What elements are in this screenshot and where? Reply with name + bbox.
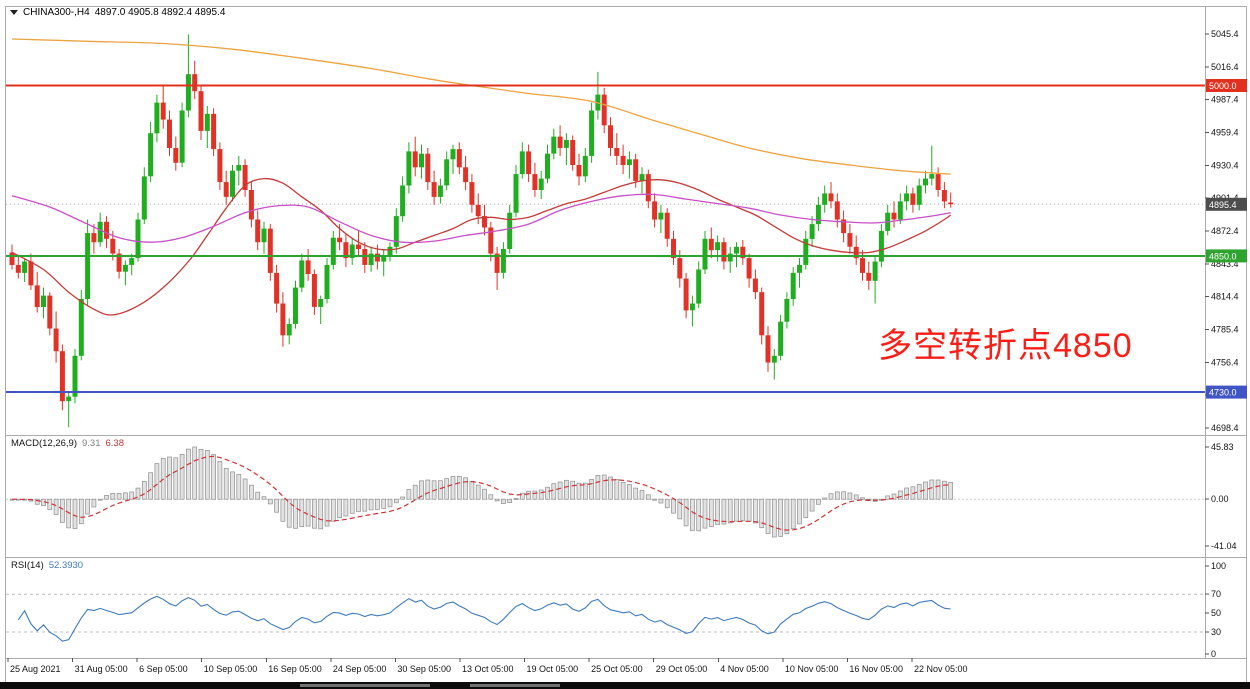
macd-main-value: 9.31 [82,438,101,449]
price-tick-label: 4872.4 [1211,226,1239,236]
trend-annotation[interactable]: 多空转折点4850 [878,327,1133,365]
price-tick-label: 4698.4 [1211,423,1239,433]
time-axis-label: 16 Nov 05:00 [849,664,903,674]
price-tick-label: 4959.4 [1211,127,1239,137]
price-tick-label: 5016.4 [1211,62,1239,72]
rsi-value: 52.3930 [48,560,84,571]
price-badge-label: 4895.4 [1209,200,1237,210]
time-axis-label: 4 Nov 05:00 [720,664,769,674]
time-axis-label: 10 Nov 05:00 [785,664,839,674]
time-axis-label: 13 Oct 05:00 [462,664,514,674]
time-axis-label: 29 Oct 05:00 [656,664,708,674]
time-axis-label: 22 Nov 05:00 [914,664,968,674]
macd-tick-label: 0.00 [1211,494,1229,504]
ma-mid-line [11,177,952,316]
price-tick-label: 4814.4 [1211,292,1239,302]
price-tick-label: 4843.4 [1211,259,1239,269]
macd-tick-label: 45.83 [1211,442,1234,452]
price-tick-label: 4785.4 [1211,324,1239,334]
ma-fast-line [11,193,951,244]
macd-signal-value: 6.38 [105,438,125,449]
bottom-strip [0,682,1250,689]
main-price-plot[interactable] [6,34,1204,428]
price-tick-label: 4756.4 [1211,357,1239,367]
price-tick-label: 4987.4 [1211,95,1239,105]
rsi-plot[interactable] [6,593,1204,642]
candles-layer [9,34,954,428]
time-axis-label: 25 Oct 05:00 [591,664,643,674]
chart-title: CHINA300-,H4 4897.0 4905.8 4892.4 4895.4 [10,7,225,18]
rsi-tick-label: 70 [1211,589,1221,599]
rsi-tick-label: 100 [1211,561,1226,571]
time-axis: 25 Aug 2021 31 Aug 05:00 6 Sep 05:00 10 Sep… [7,658,968,674]
time-axis-label: 16 Sep 05:00 [268,664,322,674]
price-badge-label: 4730.0 [1209,388,1237,398]
macd-tick-label: -41.04 [1211,541,1237,551]
price-badge [1206,249,1247,263]
bottom-strip-segment [300,684,430,687]
price-badge-label: 5000.0 [1209,81,1237,91]
price-badge [1206,79,1247,92]
macd-name: MACD(12,26,9) [11,438,77,449]
time-axis-label: 25 Aug 2021 [10,664,61,674]
ma-slow-line [11,38,951,175]
price-tick-label: 5045.4 [1211,29,1239,39]
ohlc-readout: 4897.0 4905.8 4892.4 4895.4 [94,7,226,18]
time-axis-label: 31 Aug 05:00 [75,664,128,674]
macd-signal-line [11,455,951,531]
time-axis-label: 19 Oct 05:00 [527,664,579,674]
rsi-tick-label: 0 [1211,649,1216,659]
price-axis: 5045.45016.44987.44959.44930.44901.44872… [1205,29,1247,659]
macd-plot[interactable] [6,446,1204,538]
rsi-line [17,595,951,642]
chart-dropdown-icon[interactable] [10,10,18,15]
price-badge [1206,197,1247,211]
bottom-strip-segment [470,684,560,687]
price-badge [1206,385,1247,399]
price-badge-label: 4850.0 [1209,251,1237,261]
time-axis-label: 30 Sep 05:00 [397,664,451,674]
macd-indicator-label: MACD(12,26,9) 9.31 6.38 [11,438,124,449]
rsi-tick-label: 30 [1211,627,1221,637]
time-axis-label: 6 Sep 05:00 [139,664,188,674]
rsi-name: RSI(14) [11,560,44,571]
rsi-indicator-label: RSI(14) 52.3930 [11,560,83,571]
time-axis-label: 10 Sep 05:00 [204,664,258,674]
time-axis-label: 24 Sep 05:00 [333,664,387,674]
rsi-tick-label: 50 [1211,608,1221,618]
price-tick-label: 4930.4 [1211,160,1239,170]
symbol-period-label: CHINA300-,H4 [23,7,90,18]
